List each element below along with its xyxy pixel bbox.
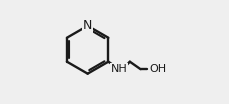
Text: OH: OH	[148, 64, 166, 74]
Text: NH: NH	[110, 64, 127, 74]
Text: N: N	[83, 19, 92, 32]
